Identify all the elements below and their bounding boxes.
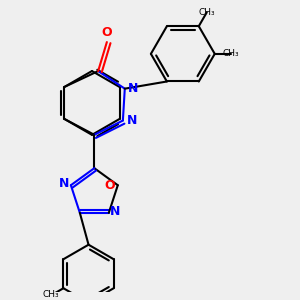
Text: N: N bbox=[127, 114, 138, 127]
Text: O: O bbox=[104, 179, 115, 192]
Text: N: N bbox=[59, 177, 69, 190]
Text: CH₃: CH₃ bbox=[222, 50, 239, 58]
Text: O: O bbox=[101, 26, 112, 39]
Text: CH₃: CH₃ bbox=[42, 290, 59, 299]
Text: N: N bbox=[110, 205, 121, 218]
Text: N: N bbox=[128, 82, 138, 95]
Text: CH₃: CH₃ bbox=[199, 8, 215, 17]
